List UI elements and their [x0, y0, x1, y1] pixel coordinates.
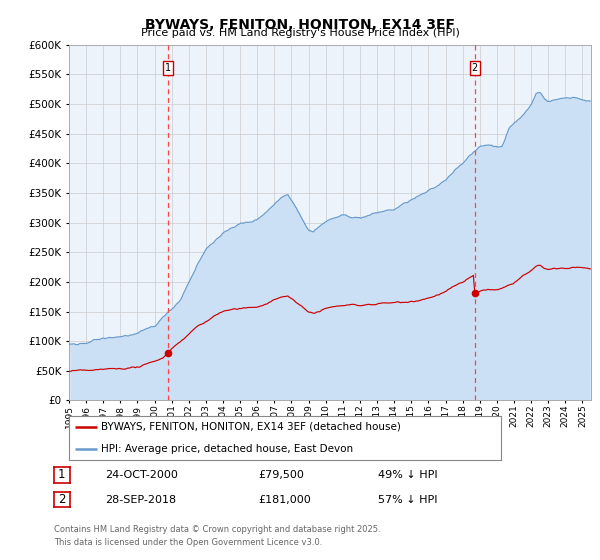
Text: 49% ↓ HPI: 49% ↓ HPI	[378, 470, 437, 480]
Text: 1: 1	[58, 468, 65, 482]
Text: 57% ↓ HPI: 57% ↓ HPI	[378, 494, 437, 505]
Text: 24-OCT-2000: 24-OCT-2000	[105, 470, 178, 480]
Text: Price paid vs. HM Land Registry's House Price Index (HPI): Price paid vs. HM Land Registry's House …	[140, 28, 460, 38]
Text: 2: 2	[58, 493, 65, 506]
Text: 28-SEP-2018: 28-SEP-2018	[105, 494, 176, 505]
Text: £79,500: £79,500	[258, 470, 304, 480]
Text: £181,000: £181,000	[258, 494, 311, 505]
Text: BYWAYS, FENITON, HONITON, EX14 3EF: BYWAYS, FENITON, HONITON, EX14 3EF	[145, 18, 455, 32]
Text: HPI: Average price, detached house, East Devon: HPI: Average price, detached house, East…	[101, 444, 353, 454]
Text: Contains HM Land Registry data © Crown copyright and database right 2025.
This d: Contains HM Land Registry data © Crown c…	[54, 525, 380, 547]
Text: BYWAYS, FENITON, HONITON, EX14 3EF (detached house): BYWAYS, FENITON, HONITON, EX14 3EF (deta…	[101, 422, 401, 432]
Text: 1: 1	[165, 63, 171, 73]
Text: 2: 2	[472, 63, 478, 73]
